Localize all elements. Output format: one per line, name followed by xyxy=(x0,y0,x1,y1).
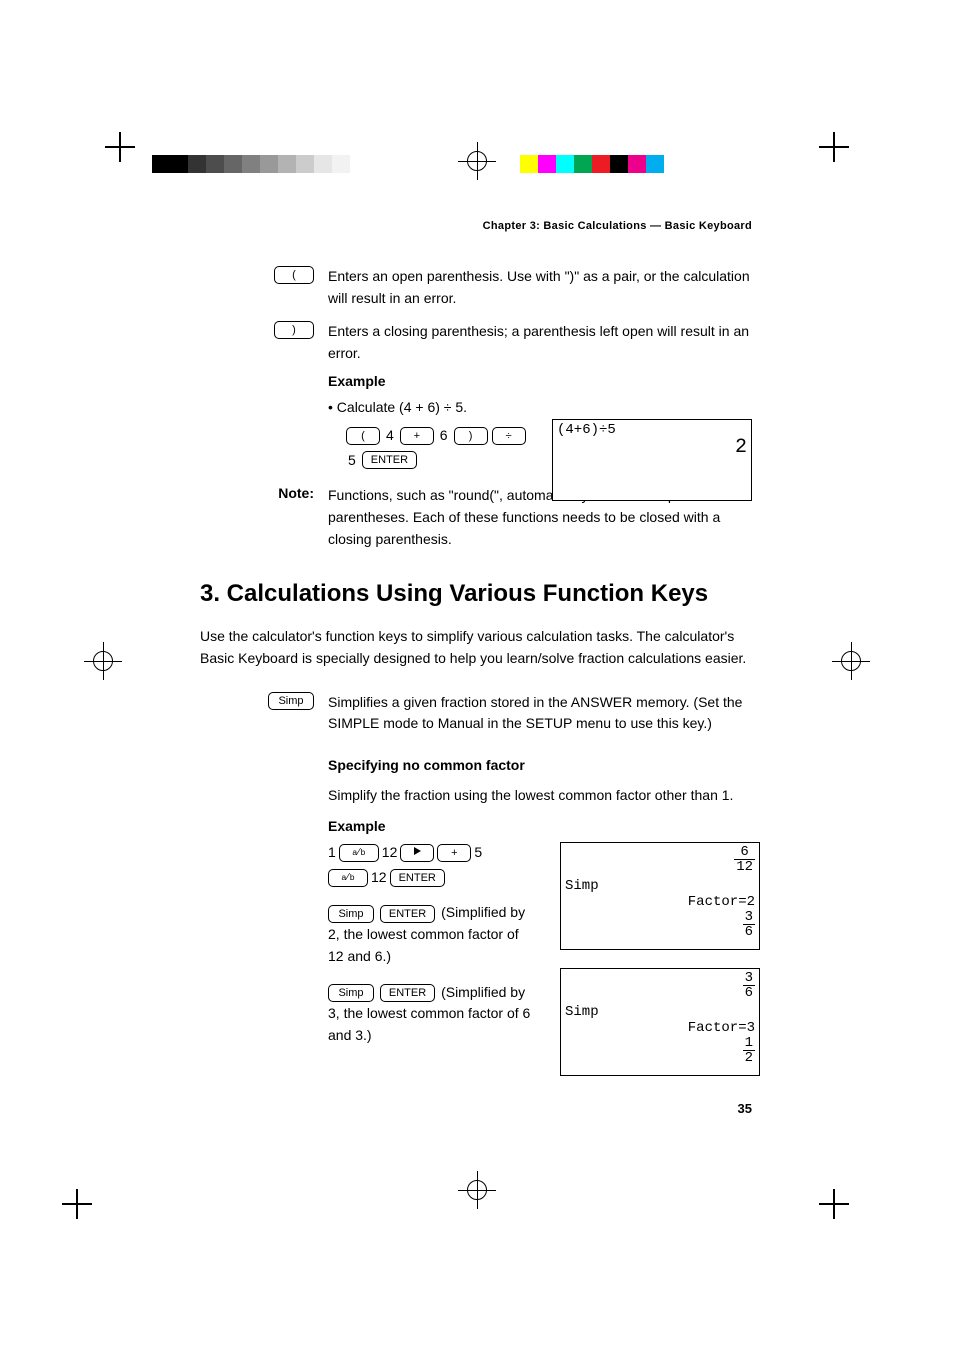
step1-enter-key: ENTER xyxy=(380,905,435,923)
calc-screen-3: 36 Simp Factor=3 12 xyxy=(560,968,760,1076)
seq1-div-key: ÷ xyxy=(492,427,526,445)
step2-simp-key: Simp xyxy=(328,984,374,1002)
s2-factor: Factor=2 xyxy=(565,894,755,910)
s3-label: Simp xyxy=(565,1004,755,1020)
calc-screen-1: (4+6)÷5 2 xyxy=(552,419,752,501)
s2-f1d: 12 xyxy=(734,860,755,874)
example-label-1: Example xyxy=(328,371,752,393)
section-intro: Use the calculator's function keys to si… xyxy=(200,626,752,669)
screen1-result: 2 xyxy=(557,436,747,459)
s3-f2n: 1 xyxy=(743,1036,755,1051)
example-label-2: Example xyxy=(328,816,760,838)
registration-mark-left xyxy=(90,648,116,674)
simp-seq-line1: 1 a⁄b 12 + 5 xyxy=(328,842,538,864)
s2-f2n: 3 xyxy=(743,910,755,925)
example-bullet-1: • Calculate (4 + 6) ÷ 5. xyxy=(328,396,752,418)
calc-screen-2: 612 Simp Factor=2 36 xyxy=(560,842,760,950)
open-paren-key: ( xyxy=(274,266,314,284)
fraction-key-2: a⁄b xyxy=(328,869,368,887)
seq1-n1: 4 xyxy=(386,425,394,447)
step2-enter-key: ENTER xyxy=(380,984,435,1002)
simp-key: Simp xyxy=(268,692,314,710)
simp-desc: Simplifies a given fraction stored in th… xyxy=(328,692,760,735)
seq1-plus-key: + xyxy=(400,427,434,445)
simp-step2: Simp ENTER (Simplified by 3, the lowest … xyxy=(328,982,538,1047)
simp-seq-line2: a⁄b 12 ENTER xyxy=(328,867,538,889)
seq1-enter-key: ENTER xyxy=(362,451,417,469)
simp-seq-n4: 12 xyxy=(371,867,387,889)
section-heading: 3. Calculations Using Various Function K… xyxy=(200,580,752,608)
seq1-close-key: ) xyxy=(454,427,488,445)
close-paren-desc: Enters a closing parenthesis; a parenthe… xyxy=(328,321,752,364)
close-paren-row: ) Enters a closing parenthesis; a parent… xyxy=(200,321,752,471)
s3-f2d: 2 xyxy=(743,1051,755,1065)
fraction-key-1: a⁄b xyxy=(339,844,379,862)
s3-f1d: 6 xyxy=(743,986,755,1000)
open-paren-row: ( Enters an open parenthesis. Use with "… xyxy=(200,266,752,309)
registration-mark-right xyxy=(838,648,864,674)
registration-mark-top xyxy=(464,148,490,174)
note-label: Note: xyxy=(200,485,328,501)
s2-label: Simp xyxy=(565,878,755,894)
open-paren-desc: Enters an open parenthesis. Use with ")"… xyxy=(328,266,752,309)
close-paren-key: ) xyxy=(274,321,314,339)
simp-subhead: Specifying no common factor xyxy=(328,755,760,777)
simp-seq-n1: 1 xyxy=(328,842,336,864)
s2-f2d: 6 xyxy=(743,925,755,939)
registration-mark-bottom xyxy=(464,1177,490,1203)
page-number: 35 xyxy=(738,1101,752,1116)
simp-seq-n2: 12 xyxy=(382,842,398,864)
example-left-column: 1 a⁄b 12 + 5 a⁄b 12 ENTER Simp xyxy=(328,842,538,1047)
seq1-open-key: ( xyxy=(346,427,380,445)
seq1-n3: 5 xyxy=(348,450,356,472)
simp-seq-plus: + xyxy=(437,844,471,862)
simp-seq-enter1: ENTER xyxy=(390,869,445,887)
page-content: Chapter 3: Basic Calculations — Basic Ke… xyxy=(200,220,752,1088)
s2-f1n: 6 xyxy=(734,845,755,860)
seq1-n2: 6 xyxy=(440,425,448,447)
colorbar-process xyxy=(520,155,682,173)
step1-simp-key: Simp xyxy=(328,905,374,923)
s3-f1n: 3 xyxy=(743,971,755,986)
colorbar-grayscale xyxy=(152,155,386,173)
s3-factor: Factor=3 xyxy=(565,1020,755,1036)
simp-subdesc: Simplify the fraction using the lowest c… xyxy=(328,785,760,807)
chapter-header: Chapter 3: Basic Calculations — Basic Ke… xyxy=(200,220,752,232)
simp-row: Simp Simplifies a given fraction stored … xyxy=(200,692,752,1076)
right-arrow-key xyxy=(400,844,434,862)
simp-seq-n3: 5 xyxy=(474,842,482,864)
simp-step1: Simp ENTER (Simplified by 2, the lowest … xyxy=(328,902,538,967)
